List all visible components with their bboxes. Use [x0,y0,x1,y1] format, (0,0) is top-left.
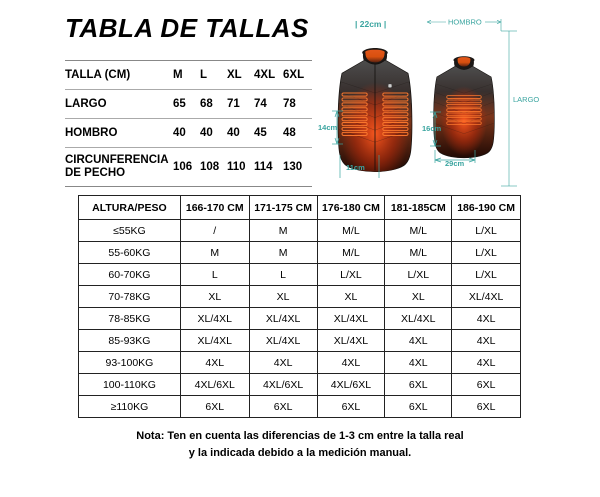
svg-text:| 22cm |: | 22cm | [355,19,386,29]
svg-text:16cm: 16cm [422,124,442,133]
svg-text:14cm: 14cm [318,123,338,132]
svg-text:HOMBRO: HOMBRO [448,18,482,27]
svg-text:29cm: 29cm [445,159,465,168]
svg-text:LARGO: LARGO [513,95,539,104]
svg-text:11cm: 11cm [346,163,365,172]
